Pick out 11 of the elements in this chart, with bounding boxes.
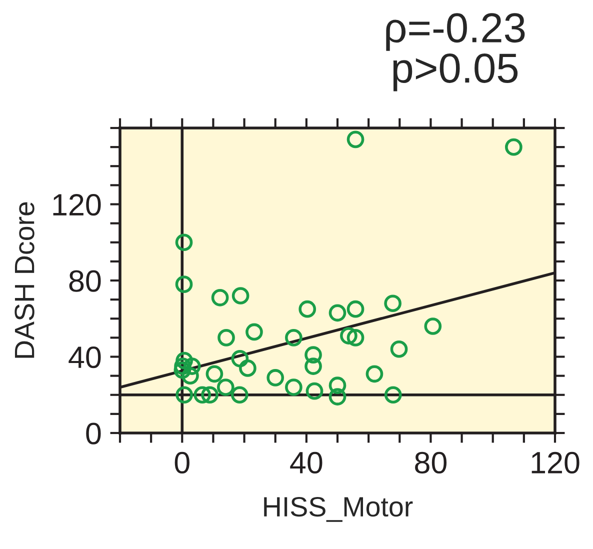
x-tick-label: 80 bbox=[415, 452, 447, 474]
y-axis-title: DASH Dcore bbox=[14, 202, 34, 358]
y-tick-label: 120 bbox=[53, 194, 101, 216]
y-tick-label: 40 bbox=[68, 346, 101, 368]
y-tick-label: 0 bbox=[86, 422, 101, 444]
x-tick-label: 120 bbox=[532, 452, 580, 474]
x-tick-label: 0 bbox=[174, 452, 190, 474]
x-tick-label: 40 bbox=[290, 452, 322, 474]
x-axis-title: HISS_Motor bbox=[264, 496, 413, 522]
y-tick-label: 80 bbox=[69, 270, 101, 292]
chart-title: ρ=-0.23 p>0.05 bbox=[386, 13, 525, 92]
